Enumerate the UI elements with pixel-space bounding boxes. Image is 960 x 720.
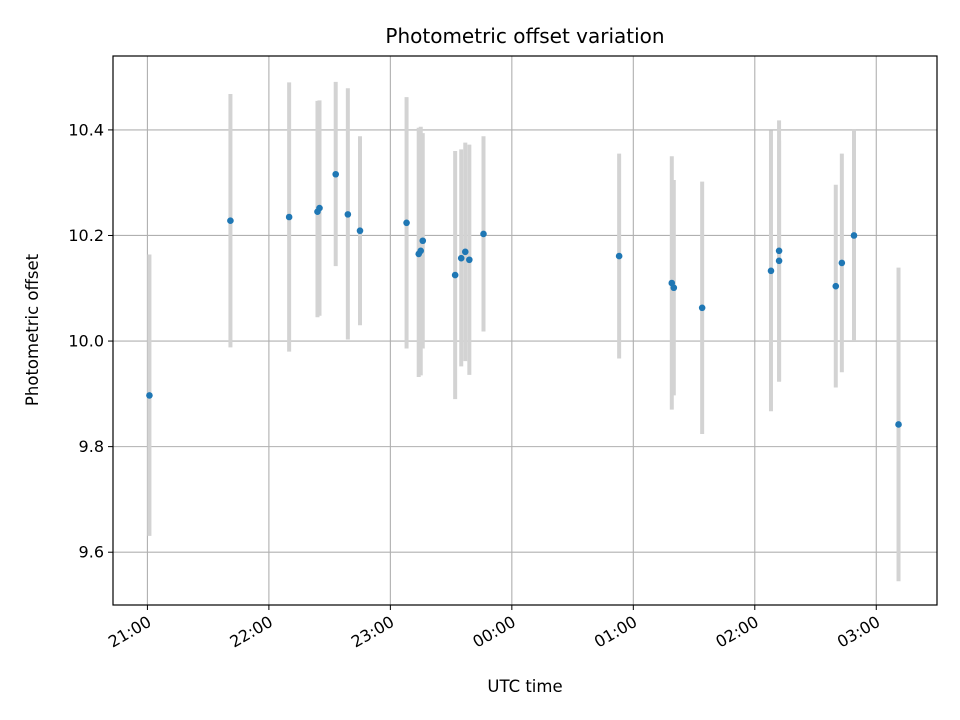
y-axis-label: Photometric offset bbox=[23, 253, 42, 406]
data-point bbox=[698, 304, 706, 312]
data-point bbox=[146, 392, 153, 399]
data-point bbox=[227, 217, 234, 224]
data-point bbox=[451, 271, 459, 279]
x-axis-label: UTC time bbox=[487, 677, 562, 696]
plot-area bbox=[113, 56, 937, 605]
y-tick-label: 10.2 bbox=[68, 226, 104, 245]
y-tick-label: 9.8 bbox=[79, 437, 104, 456]
data-point bbox=[775, 257, 783, 265]
data-point bbox=[285, 213, 293, 221]
plot-frame bbox=[112, 55, 938, 606]
data-point bbox=[480, 230, 487, 238]
data-point bbox=[670, 284, 678, 292]
y-tick-label: 9.6 bbox=[79, 543, 104, 562]
chart-title: Photometric offset variation bbox=[385, 24, 664, 48]
grid bbox=[113, 56, 937, 605]
data-point bbox=[461, 248, 469, 256]
data-point bbox=[767, 267, 775, 275]
data-point bbox=[356, 227, 364, 235]
data-point bbox=[615, 252, 623, 260]
y-tick-label: 10.4 bbox=[68, 120, 104, 139]
y-axis: 9.6 9.8 10.0 10.2 10.4 bbox=[68, 120, 113, 562]
data-point bbox=[775, 247, 783, 255]
data-point bbox=[403, 219, 410, 227]
data-point bbox=[466, 256, 473, 264]
data-point bbox=[417, 247, 425, 255]
y-tick-label: 10.0 bbox=[68, 332, 104, 351]
data-point bbox=[895, 421, 902, 428]
data-point bbox=[838, 259, 846, 267]
data-point bbox=[332, 170, 340, 178]
data-point bbox=[850, 232, 858, 239]
data-point bbox=[832, 282, 840, 290]
data-points bbox=[146, 170, 902, 428]
data-point bbox=[344, 211, 352, 218]
data-point bbox=[419, 237, 427, 245]
data-point bbox=[316, 204, 323, 212]
data-point bbox=[457, 254, 465, 262]
